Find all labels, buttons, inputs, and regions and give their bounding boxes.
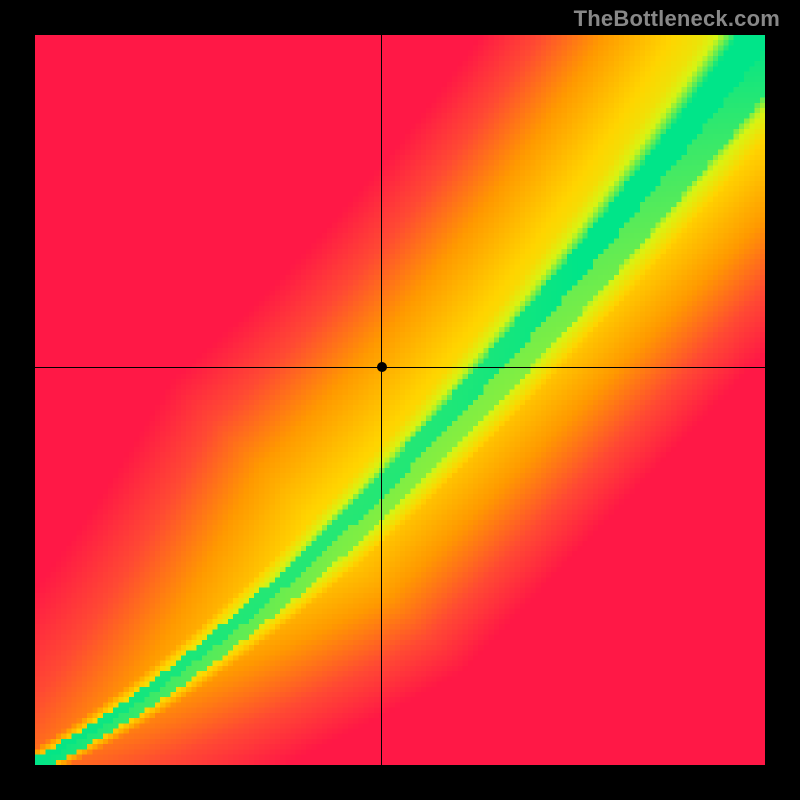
heatmap-plot [35,35,765,765]
crosshair-vertical [381,35,382,765]
marker-dot [377,362,387,372]
watermark-text: TheBottleneck.com [574,6,780,32]
frame: TheBottleneck.com [0,0,800,800]
crosshair-horizontal [35,367,765,368]
